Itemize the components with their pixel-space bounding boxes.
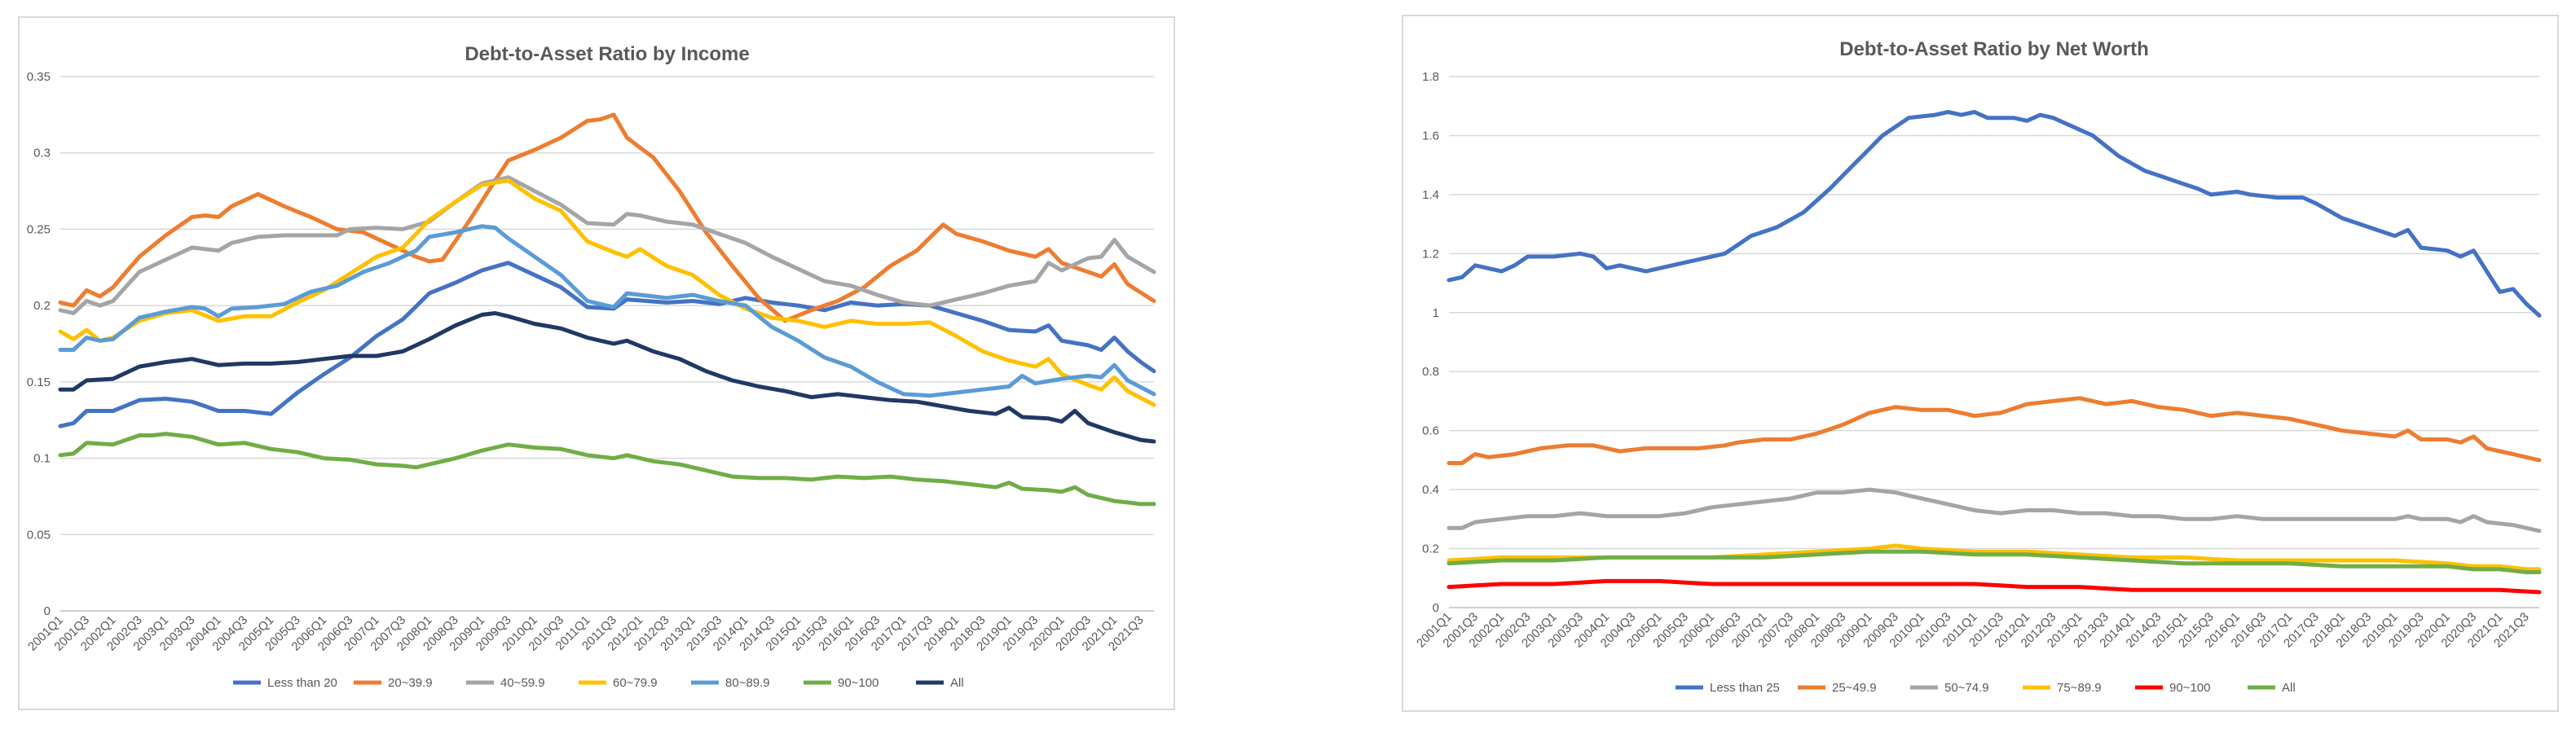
networth-y-tick-label: 0.2: [1422, 542, 1439, 556]
income-legend-label: 80~89.9: [725, 676, 770, 690]
income-legend-label: Less than 20: [267, 676, 337, 690]
chart-networth: Debt-to-Asset Ratio by Net Worth 0 0.2 0.4 0…: [1414, 38, 2542, 695]
networth-y-tick-label: 0: [1433, 601, 1439, 615]
income-series-line-3: [58, 175, 1156, 315]
income-legend-label: 20~39.9: [388, 676, 433, 690]
networth-y-tick-label: 0.6: [1422, 424, 1439, 438]
networth-series-line-6: [1447, 549, 2542, 574]
chart-networth-panel: Debt-to-Asset Ratio by Net Worth 0 0.2 0.4 0…: [1402, 15, 2559, 712]
income-legend-label: 60~79.9: [613, 676, 658, 690]
networth-y-tick-label: 0.4: [1422, 483, 1439, 497]
income-y-tick-label: 0.25: [27, 222, 51, 236]
income-series-line-7: [58, 311, 1156, 444]
networth-legend-label: 25~49.9: [1832, 681, 1877, 695]
income-y-tick-label: 0.3: [33, 147, 51, 160]
networth-series-line-1: [1447, 110, 2542, 318]
networth-y-tick-label: 1: [1433, 306, 1439, 320]
income-series-line-4: [58, 178, 1156, 407]
income-legend-label: 90~100: [838, 676, 878, 690]
income-series-line-6: [58, 432, 1156, 507]
networth-y-tick-label: 0.8: [1422, 365, 1439, 379]
income-series-line-1: [58, 261, 1156, 428]
networth-series-line-2: [1447, 396, 2542, 465]
income-y-tick-label: 0.35: [27, 70, 51, 84]
networth-legend-label: All: [2282, 681, 2296, 695]
income-y-tick-label: 0.15: [27, 375, 51, 389]
networth-legend-label: Less than 25: [1710, 681, 1780, 695]
income-series-line-2: [58, 112, 1156, 323]
networth-legend-label: 50~74.9: [1944, 681, 1989, 695]
income-legend-label: 40~59.9: [500, 676, 545, 690]
networth-y-tick-label: 1.6: [1422, 129, 1439, 143]
networth-legend-label: 75~89.9: [2057, 681, 2102, 695]
networth-y-tick-label: 1.8: [1422, 70, 1439, 84]
income-y-tick-label: 0.1: [33, 452, 51, 466]
chart-income: Debt-to-Asset Ratio by Income 0 0.05 0.1 0.1…: [25, 43, 1156, 690]
income-y-tick-label: 0: [44, 604, 51, 618]
income-series-line-5: [58, 224, 1156, 398]
income-y-tick-label: 0.05: [27, 528, 51, 542]
networth-y-tick-label: 1.2: [1422, 247, 1439, 261]
income-title: Debt-to-Asset Ratio by Income: [465, 43, 749, 65]
income-y-tick-label: 0.2: [33, 299, 51, 313]
networth-title: Debt-to-Asset Ratio by Net Worth: [1839, 38, 2149, 60]
chart-income-panel: Debt-to-Asset Ratio by Income 0 0.05 0.1 0.1…: [18, 16, 1175, 710]
networth-series-line-3: [1447, 487, 2542, 534]
networth-legend-label: 90~100: [2169, 681, 2210, 695]
networth-series-line-5: [1447, 578, 2542, 595]
income-legend-label: All: [950, 676, 964, 690]
networth-y-tick-label: 1.4: [1422, 188, 1439, 202]
